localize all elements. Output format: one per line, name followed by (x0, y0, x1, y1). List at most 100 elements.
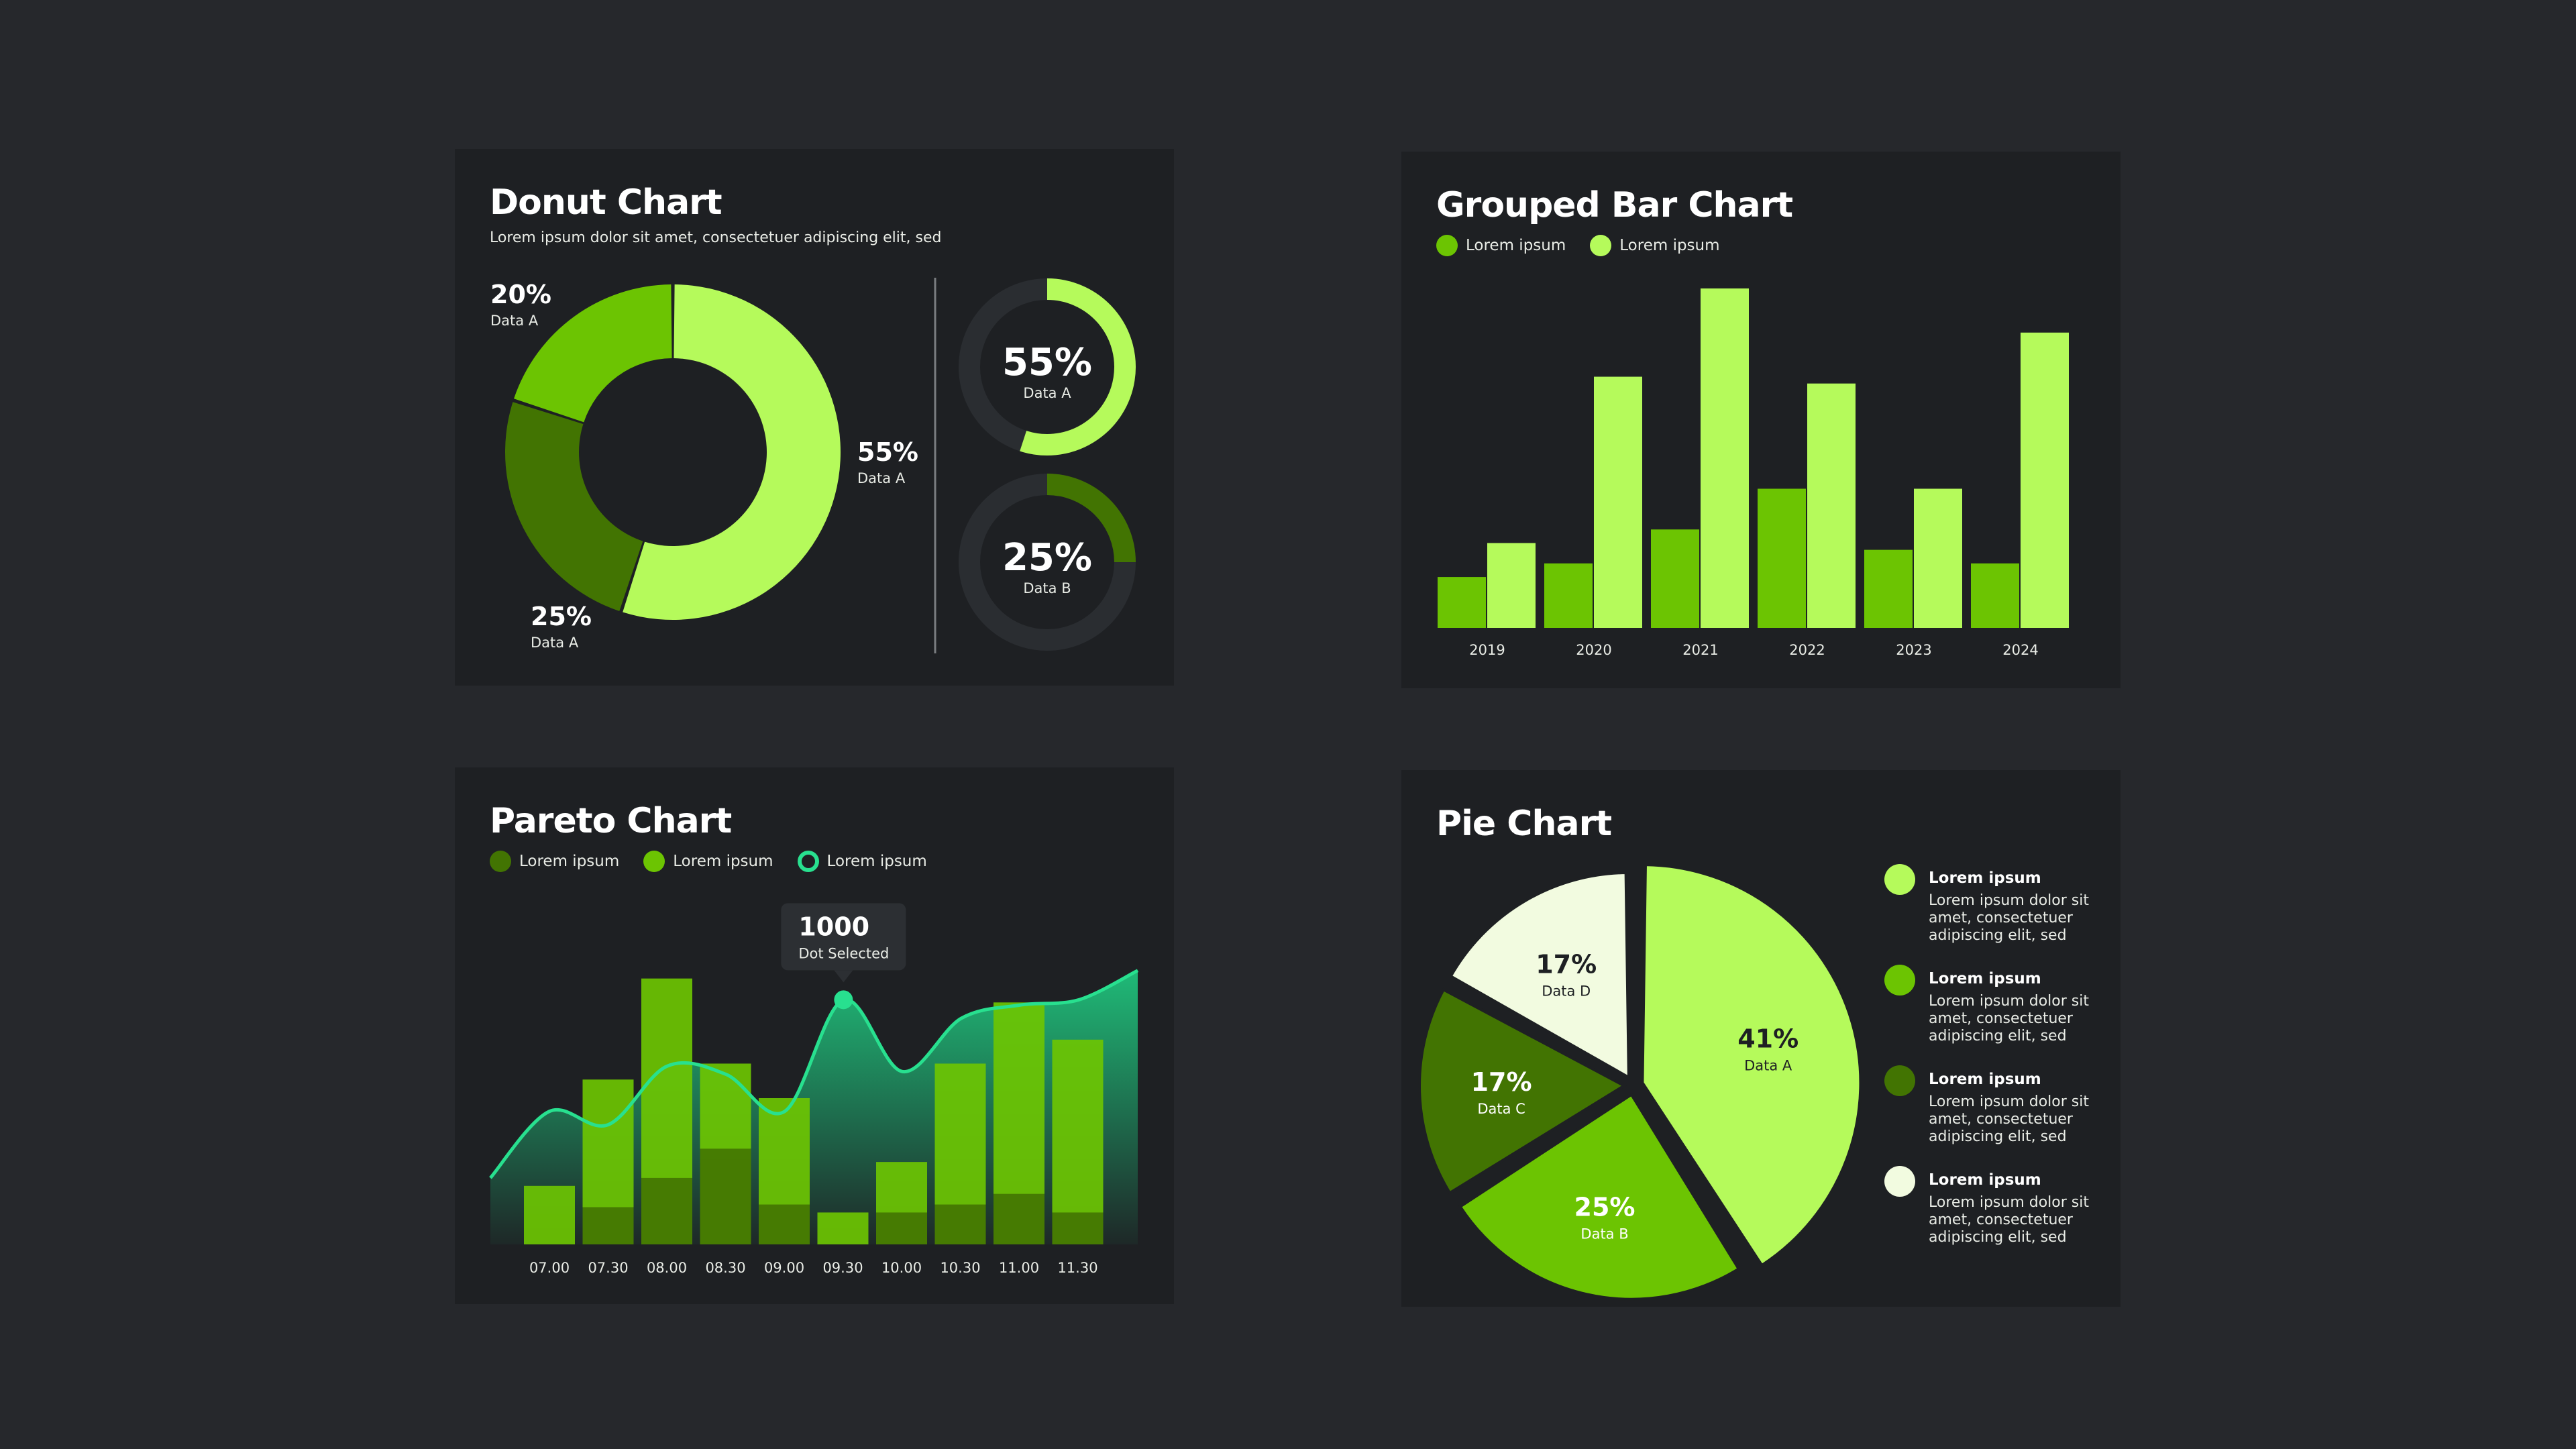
pareto-line (489, 969, 1139, 1179)
legend-dot-cream (1884, 1166, 1915, 1197)
x-tick-label: 2024 (2002, 642, 2038, 658)
legend-dot-green (643, 851, 665, 872)
grouped-bar-chart-title: Grouped Bar Chart (1436, 185, 1793, 225)
pie-legend-desc: Lorem ipsum dolor sit amet, consectetuer… (1929, 892, 2089, 944)
legend-dot-green (1436, 235, 1458, 256)
ring-a-arc (1020, 278, 1136, 455)
x-tick-label: 10.30 (940, 1260, 980, 1276)
pie-legend-title: Lorem ipsum (1929, 970, 2041, 987)
bar-2022-series-2 (1807, 383, 1856, 628)
x-tick-label: 11.00 (999, 1260, 1039, 1276)
legend-item-line: Lorem ipsum (797, 851, 927, 872)
ring-b-label: Data B (1023, 580, 1071, 596)
legend-label: Lorem ipsum (826, 853, 927, 870)
pie-legend-item: Lorem ipsum Lorem ipsum dolor sit amet, … (1884, 1166, 2099, 1267)
ring-a-percent: 55% (1002, 341, 1092, 384)
x-tick-label: 2023 (1896, 642, 1931, 658)
pareto-plot: 07.00 07.30 08.00 08.30 09.00 09.30 10.00 10.30… (489, 903, 1139, 1276)
pie-slice-label: Data C (1477, 1101, 1525, 1117)
tooltip-value: 1000 (798, 912, 869, 941)
legend-label: Lorem ipsum (1466, 237, 1566, 254)
donut-chart-title: Donut Chart (490, 182, 722, 223)
x-tick-label: 07.30 (588, 1260, 628, 1276)
pie-legend-title: Lorem ipsum (1929, 869, 2041, 887)
pareto-bar-09.30 (817, 1212, 869, 1244)
pie-slice-percent: 17% (1471, 1067, 1532, 1097)
bar-2024-series-2 (2021, 332, 2069, 628)
legend-dot-green (1884, 965, 1915, 996)
donut-slice (505, 402, 643, 611)
pie-legend: Lorem ipsum Lorem ipsum dolor sit amet, … (1884, 864, 2099, 1267)
legend-item-base: Lorem ipsum (490, 851, 619, 872)
pie-legend-title: Lorem ipsum (1929, 1071, 2041, 1088)
pie-chart-title: Pie Chart (1436, 804, 1612, 844)
donut-chart-card: Donut Chart Lorem ipsum dolor sit amet, … (455, 149, 1174, 686)
pareto-chart-card: Pareto Chart Lorem ipsum Lorem ipsum Lor… (455, 767, 1174, 1304)
pie-legend-item: Lorem ipsum Lorem ipsum dolor sit amet, … (1884, 864, 2099, 965)
donut-slice-percent: 55% (857, 437, 918, 467)
pareto-chart-title: Pareto Chart (490, 801, 732, 841)
legend-dot-dark-green (490, 851, 511, 872)
x-tick-label: 2020 (1576, 642, 1611, 658)
pie-slice-percent: 25% (1574, 1192, 1635, 1222)
bar-2023-series-2 (1914, 488, 1962, 628)
bar-2020-series-2 (1594, 376, 1642, 628)
x-tick-label: 08.30 (705, 1260, 745, 1276)
legend-item-series-1: Lorem ipsum (1436, 235, 1566, 256)
legend-label: Lorem ipsum (519, 853, 620, 870)
x-tick-label: 2019 (1469, 642, 1505, 658)
pie-slice (1458, 1092, 1741, 1301)
bar-2019-series-2 (1487, 543, 1536, 628)
x-tick-label: 10.00 (881, 1260, 922, 1276)
donut-slice-percent: 25% (531, 602, 592, 631)
donut-slice-label: Data A (490, 313, 539, 329)
pareto-bar-base-10.30 (934, 1204, 986, 1244)
legend-label: Lorem ipsum (673, 853, 773, 870)
pareto-selected-dot (834, 990, 853, 1010)
donut-chart-subtitle: Lorem ipsum dolor sit amet, consectetuer… (490, 229, 942, 246)
donut-slice-label: Data A (857, 470, 906, 486)
pie-slice (1418, 987, 1627, 1195)
pie-slice-label: Data A (1744, 1058, 1792, 1074)
x-tick-label: 11.30 (1057, 1260, 1097, 1276)
grouped-bar-chart-card: Grouped Bar Chart Lorem ipsum Lorem ipsu… (1401, 152, 2121, 688)
bar-2022-series-1 (1758, 488, 1806, 628)
pareto-legend: Lorem ipsum Lorem ipsum Lorem ipsum (490, 851, 927, 872)
legend-dot-teal-ring (797, 851, 819, 872)
x-tick-label: 2021 (1682, 642, 1718, 658)
bar-2024-series-1 (1971, 563, 2019, 628)
pareto-bar-base-09.00 (759, 1204, 810, 1244)
pie-slice-percent: 17% (1536, 949, 1597, 979)
ring-a-label: Data A (1023, 385, 1071, 401)
pareto-bar-07.00 (524, 1185, 575, 1244)
legend-dot-lime (1884, 864, 1915, 895)
ring-b-percent: 25% (1002, 536, 1092, 580)
pie-legend-desc: Lorem ipsum dolor sit amet, consectetuer… (1929, 1194, 2089, 1246)
pie-plot: 41% Data A 25% Data B 17% Data C 17% Data D (1418, 863, 1862, 1301)
legend-item-series-2: Lorem ipsum (1590, 235, 1720, 256)
tooltip-pointer (834, 970, 853, 983)
pareto-bar-base-08.30 (700, 1148, 751, 1244)
tooltip-label: Dot Selected (798, 945, 889, 961)
tooltip-box (781, 903, 906, 971)
donut-slice-percent: 20% (490, 280, 551, 309)
pie-slice-label: Data B (1580, 1226, 1628, 1242)
donut-slice-label: Data A (531, 635, 579, 651)
pie-slice-label: Data D (1542, 983, 1591, 999)
donut-chart-plot: 55%Data A25%Data A20%Data A55%Data A25%D… (490, 278, 1136, 653)
donut-slice (514, 284, 672, 423)
legend-dot-lime (1590, 235, 1612, 256)
pareto-bar-base-10.00 (876, 1212, 927, 1244)
x-tick-label: 09.00 (764, 1260, 804, 1276)
grouped-bar-legend: Lorem ipsum Lorem ipsum (1436, 235, 1720, 256)
pie-slice (1448, 871, 1630, 1080)
pie-slice (1641, 863, 1862, 1267)
x-tick-label: 08.00 (647, 1260, 687, 1276)
grouped-bar-plot: 2019 2020 2021 2022 2023 2024 (1438, 288, 2069, 658)
pie-chart-card: Pie Chart 41% Data A 25% Data B 17% Data C 17%… (1401, 770, 2121, 1307)
pie-slice-percent: 41% (1737, 1024, 1799, 1054)
x-tick-label: 09.30 (822, 1260, 863, 1276)
x-tick-label: 2022 (1789, 642, 1825, 658)
bar-2021-series-2 (1701, 288, 1749, 628)
pie-legend-desc: Lorem ipsum dolor sit amet, consectetuer… (1929, 993, 2089, 1044)
